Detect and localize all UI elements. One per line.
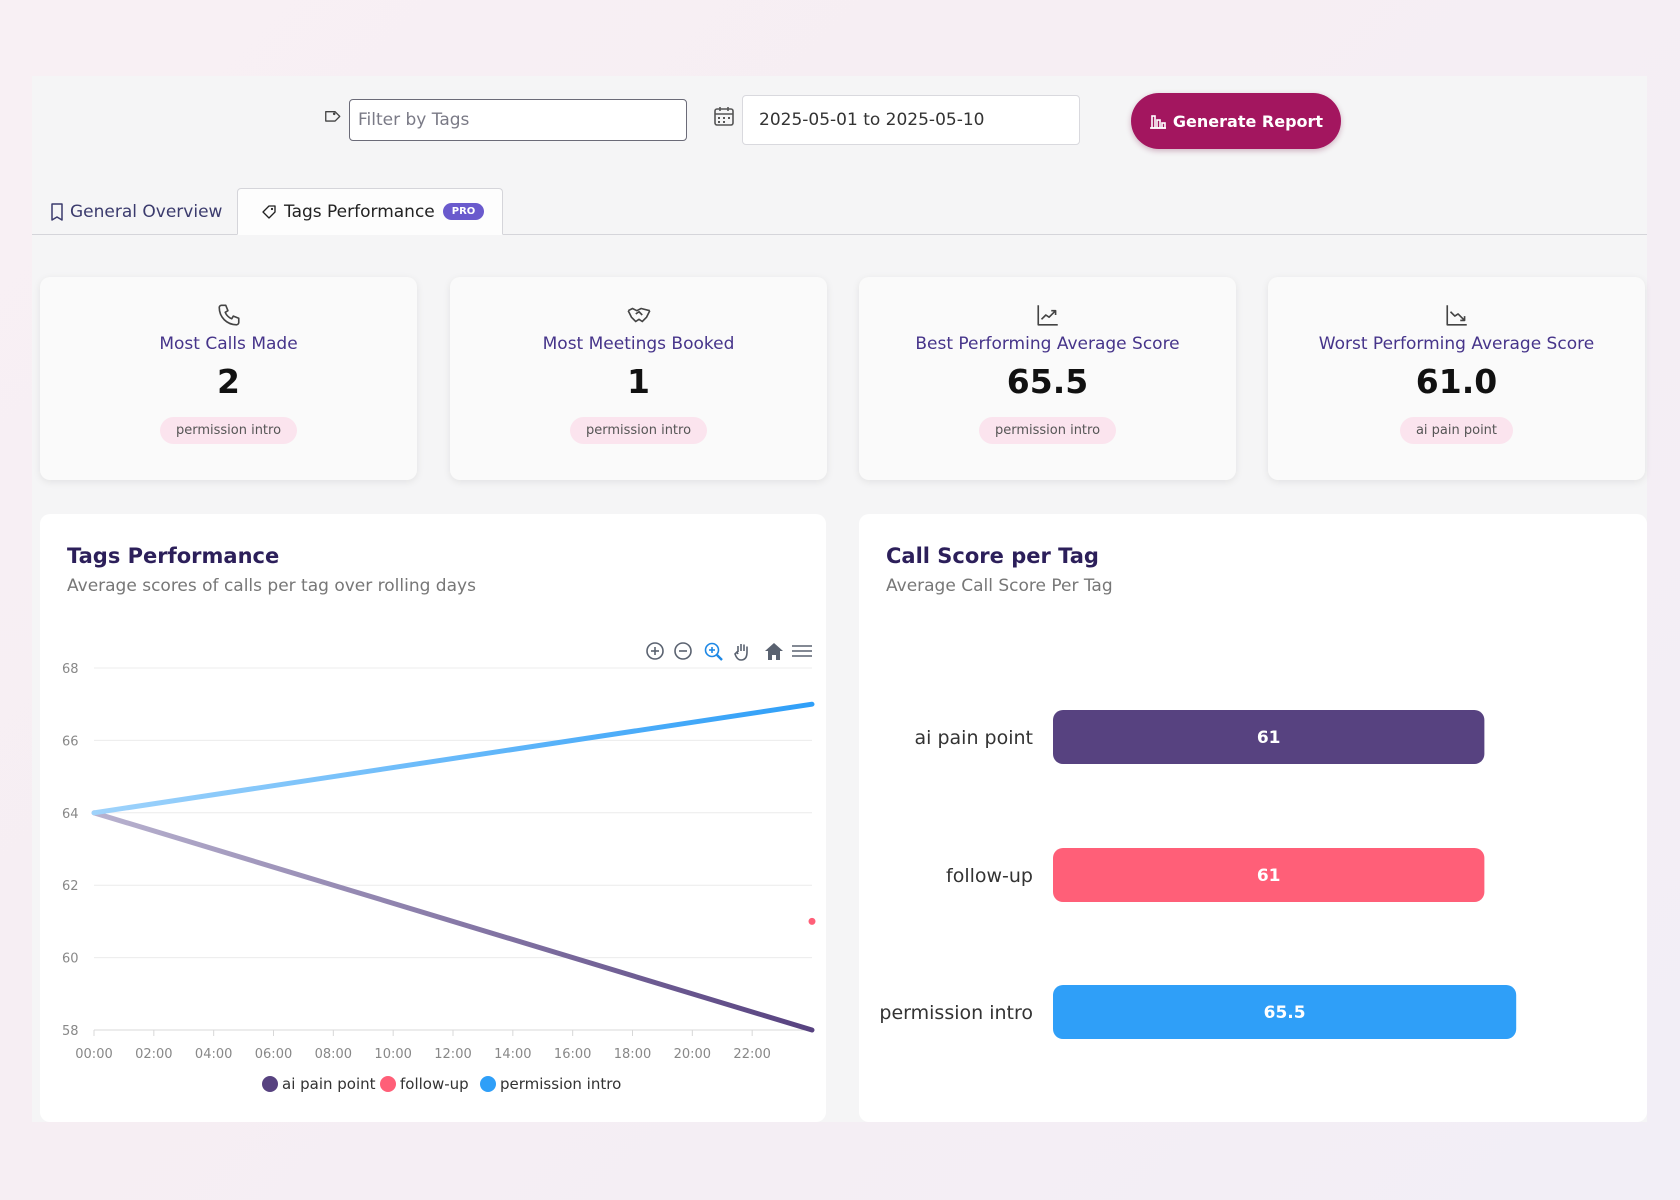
card-most-meetings: Most Meetings Booked 1 permission intro — [450, 277, 827, 480]
card-value: 61.0 — [1415, 362, 1498, 401]
chart-title: Tags Performance — [67, 544, 280, 568]
card-value: 65.5 — [1006, 362, 1089, 401]
legend-marker-permission-intro[interactable] — [480, 1076, 496, 1092]
bar-value-label: 65.5 — [1264, 1003, 1306, 1023]
phone-icon — [217, 304, 240, 326]
pan-icon[interactable] — [734, 644, 748, 661]
series-line-ai-pain-point — [91, 810, 815, 1033]
calendar-icon[interactable] — [712, 104, 736, 128]
tag-badge: permission intro — [159, 417, 298, 444]
x-tick-label: 10:00 — [374, 1047, 411, 1062]
chart-subtitle: Average Call Score Per Tag — [886, 576, 1113, 596]
bar-value-label: 61 — [1257, 728, 1281, 748]
category-label-ai-pain-point: ai pain point — [915, 727, 1033, 749]
bar-permission-intro[interactable] — [1053, 985, 1517, 1039]
pro-badge: PRO — [442, 203, 485, 220]
y-tick-label: 64 — [62, 807, 79, 822]
x-tick-label: 12:00 — [434, 1047, 471, 1062]
x-tick-label: 04:00 — [195, 1047, 232, 1062]
document-icon — [51, 202, 63, 221]
menu-icon[interactable] — [792, 645, 812, 657]
legend-marker-ai-pain-point[interactable] — [262, 1076, 278, 1092]
generate-report-button[interactable]: Generate Report — [1131, 93, 1341, 149]
x-tick-label: 02:00 — [135, 1047, 172, 1062]
bar-chart: ai pain point 61 follow-up 61 permission int… — [879, 710, 1517, 1039]
y-tick-label: 60 — [62, 952, 79, 967]
card-value: 1 — [627, 362, 650, 401]
series-point-follow-up — [808, 917, 816, 925]
card-title: Worst Performing Average Score — [1318, 334, 1595, 354]
category-label-follow-up: follow-up — [946, 865, 1033, 887]
card-most-calls: Most Calls Made 2 permission intro — [40, 277, 417, 480]
card-title: Most Meetings Booked — [542, 334, 735, 354]
tag-badge: ai pain point — [1399, 417, 1514, 444]
tab-label: General Overview — [70, 201, 223, 222]
chart-subtitle: Average scores of calls per tag over rol… — [67, 576, 476, 596]
tabs-divider — [32, 234, 1647, 235]
tags-performance-panel: Tags Performance Average scores of calls… — [40, 514, 826, 1122]
tag-badge: permission intro — [978, 417, 1117, 444]
bar-ai-pain-point[interactable] — [1053, 710, 1485, 764]
card-best-performing: Best Performing Average Score 65.5 permi… — [859, 277, 1236, 480]
bar-follow-up[interactable] — [1053, 848, 1485, 902]
chart-title: Call Score per Tag — [886, 544, 1099, 568]
line-chart: 58 60 62 64 66 68 00:00 02:00 04:00 06:00 08:00 10:… — [62, 642, 816, 1093]
x-tick-label: 16:00 — [554, 1047, 591, 1062]
tab-tags-performance[interactable]: Tags Performance PRO — [237, 188, 503, 235]
legend-marker-follow-up[interactable] — [380, 1076, 396, 1092]
call-score-panel: Call Score per Tag Average Call Score Pe… — [859, 514, 1647, 1122]
legend-label-permission-intro[interactable]: permission intro — [500, 1075, 621, 1093]
home-icon[interactable] — [765, 643, 783, 660]
card-worst-performing: Worst Performing Average Score 61.0 ai p… — [1268, 277, 1645, 480]
x-tick-label: 00:00 — [75, 1047, 112, 1062]
date-range-input[interactable] — [742, 95, 1080, 145]
bar-value-label: 61 — [1257, 866, 1281, 886]
tag-icon — [325, 111, 341, 122]
trending-down-icon — [1445, 305, 1467, 326]
zoom-select-icon[interactable] — [704, 642, 723, 661]
tag-icon — [262, 204, 276, 219]
tab-general-overview[interactable]: General Overview — [50, 188, 222, 235]
x-tick-label: 08:00 — [315, 1047, 352, 1062]
generate-report-label: Generate Report — [1172, 111, 1324, 131]
y-tick-label: 68 — [62, 662, 79, 677]
x-tick-label: 14:00 — [494, 1047, 531, 1062]
bar-chart-icon — [1149, 115, 1166, 129]
zoom-out-icon[interactable] — [674, 642, 692, 660]
category-label-permission-intro: permission intro — [879, 1002, 1033, 1024]
chart-toolbar — [646, 642, 812, 661]
card-value: 2 — [217, 362, 240, 401]
series-line-permission-intro — [91, 701, 815, 816]
y-tick-label: 62 — [62, 879, 79, 894]
legend-label-ai-pain-point[interactable]: ai pain point — [282, 1075, 376, 1093]
x-tick-label: 20:00 — [674, 1047, 711, 1062]
x-tick-label: 06:00 — [255, 1047, 292, 1062]
trending-up-icon — [1036, 305, 1058, 326]
y-tick-label: 58 — [62, 1024, 79, 1039]
tab-label: Tags Performance — [284, 201, 435, 222]
handshake-icon — [626, 307, 651, 323]
card-title: Most Calls Made — [159, 334, 298, 354]
x-tick-label: 22:00 — [733, 1047, 770, 1062]
y-tick-label: 66 — [62, 734, 79, 749]
zoom-in-icon[interactable] — [646, 642, 664, 660]
tag-badge: permission intro — [569, 417, 708, 444]
card-title: Best Performing Average Score — [915, 334, 1180, 354]
legend-label-follow-up[interactable]: follow-up — [400, 1075, 469, 1093]
x-tick-label: 18:00 — [614, 1047, 651, 1062]
filter-by-tags-input[interactable] — [349, 99, 687, 141]
